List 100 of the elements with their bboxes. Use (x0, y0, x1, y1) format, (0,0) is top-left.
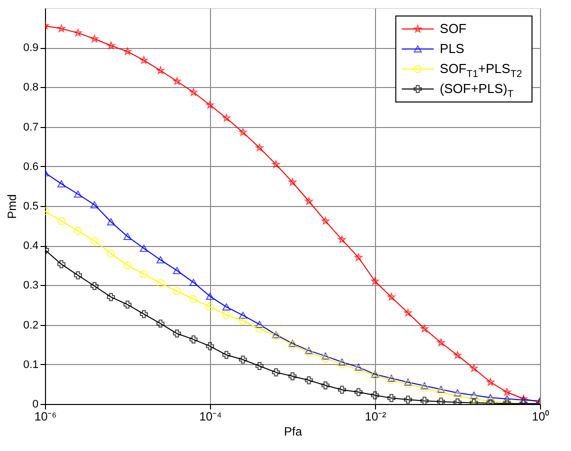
point (288, 372, 297, 380)
point (74, 226, 82, 235)
point (486, 378, 494, 386)
point (436, 398, 446, 404)
point (123, 232, 132, 240)
point (420, 396, 429, 404)
point (57, 260, 66, 268)
point (470, 394, 478, 403)
point (272, 160, 280, 168)
point (387, 374, 396, 382)
point (239, 128, 247, 136)
point (189, 278, 198, 286)
point (420, 384, 429, 392)
point (321, 354, 330, 362)
point (404, 308, 412, 316)
point (206, 292, 214, 300)
point (57, 180, 66, 188)
point (106, 218, 116, 226)
point (255, 320, 264, 328)
point (222, 350, 230, 359)
point (420, 324, 428, 332)
x-tick-label: 10⁻⁶ (34, 410, 57, 424)
point (272, 368, 280, 376)
point (172, 329, 182, 338)
point (156, 279, 165, 288)
point (90, 282, 99, 290)
point (106, 249, 116, 258)
y-tick-label: 0.3 (23, 280, 38, 292)
point (354, 366, 363, 374)
point (238, 356, 248, 364)
y-tick-label: 0.5 (23, 200, 38, 212)
point (222, 114, 230, 122)
point (437, 338, 445, 346)
point (338, 358, 346, 366)
legend-label: SOF (440, 21, 467, 36)
point (58, 24, 66, 32)
point (74, 190, 82, 198)
x-axis-title: Pfa (284, 424, 302, 438)
point (255, 324, 264, 333)
point (470, 392, 478, 399)
point (189, 295, 198, 304)
point (140, 310, 148, 318)
y-tick-label: 0 (32, 398, 38, 410)
point (370, 391, 380, 400)
point (503, 388, 511, 396)
point (190, 88, 198, 96)
legend-label: PLS (440, 41, 465, 56)
point (486, 394, 495, 402)
point (305, 197, 313, 205)
point (74, 271, 82, 280)
point (238, 316, 248, 325)
x-tick-label: 10⁻² (364, 410, 386, 424)
point (106, 293, 116, 302)
point (256, 144, 264, 152)
point (321, 381, 330, 390)
point (304, 376, 313, 384)
point (140, 244, 148, 252)
point (206, 100, 214, 108)
point (90, 34, 98, 42)
point (172, 287, 182, 296)
point (255, 362, 264, 370)
point (388, 293, 396, 300)
point (354, 253, 362, 261)
point (436, 386, 446, 393)
point (354, 388, 363, 396)
point (189, 335, 198, 344)
point (436, 388, 446, 396)
y-axis-title: Pmd (5, 194, 20, 219)
point (321, 352, 330, 360)
point (404, 378, 412, 386)
point (404, 380, 412, 388)
point (206, 302, 214, 312)
point (173, 77, 181, 85)
point (338, 360, 346, 368)
point (454, 351, 462, 359)
y-tick-label: 0.6 (23, 160, 38, 173)
point (222, 303, 230, 311)
y-tick-label: 0.7 (23, 121, 38, 134)
point (338, 386, 346, 394)
point (338, 236, 346, 244)
point (172, 266, 182, 274)
point (123, 261, 132, 270)
point (140, 56, 148, 64)
x-tick-label: 10⁰ (532, 410, 550, 424)
point (371, 277, 379, 285)
point (322, 217, 330, 224)
point (156, 320, 165, 328)
y-tick-label: 0.4 (23, 240, 38, 252)
point (387, 394, 396, 402)
point (502, 395, 512, 402)
point (90, 201, 99, 208)
point (354, 364, 363, 371)
y-tick-label: 0.8 (23, 82, 38, 94)
point (453, 392, 462, 400)
point (222, 310, 230, 319)
point (74, 28, 82, 36)
point (387, 376, 396, 384)
point (124, 48, 132, 55)
point (288, 178, 296, 186)
point (140, 270, 148, 278)
